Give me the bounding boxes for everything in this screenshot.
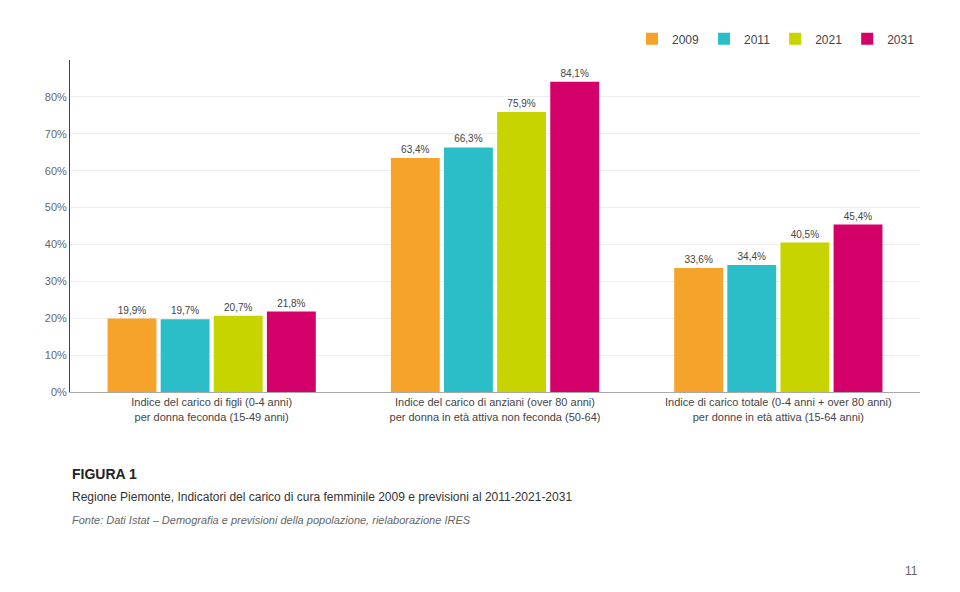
svg-text:34,4%: 34,4% — [738, 251, 766, 262]
svg-text:60%: 60% — [45, 165, 67, 177]
svg-text:84,1%: 84,1% — [560, 68, 588, 79]
svg-text:20%: 20% — [45, 312, 67, 324]
svg-text:FIGURA 1: FIGURA 1 — [72, 466, 137, 482]
svg-text:Fonte: Dati Istat – Demografia: Fonte: Dati Istat – Demografia e previsi… — [72, 514, 471, 526]
svg-text:0%: 0% — [51, 386, 67, 398]
svg-text:2009: 2009 — [672, 33, 699, 47]
svg-text:80%: 80% — [45, 91, 67, 103]
svg-text:19,7%: 19,7% — [171, 305, 199, 316]
svg-text:11: 11 — [905, 564, 918, 578]
svg-text:75,9%: 75,9% — [507, 98, 535, 109]
svg-text:Indice di carico totale (0-4 a: Indice di carico totale (0-4 anni + over… — [665, 396, 892, 422]
svg-text:Regione Piemonte, Indicatori d: Regione Piemonte, Indicatori del carico … — [72, 490, 572, 504]
svg-text:45,4%: 45,4% — [844, 211, 872, 222]
svg-text:21,8%: 21,8% — [277, 298, 305, 309]
svg-text:63,4%: 63,4% — [401, 144, 429, 155]
svg-text:2021: 2021 — [815, 33, 842, 47]
svg-text:Indice del carico di anziani (: Indice del carico di anziani (over 80 an… — [390, 396, 601, 422]
svg-text:33,6%: 33,6% — [684, 254, 712, 265]
svg-text:2011: 2011 — [744, 33, 770, 47]
svg-text:70%: 70% — [45, 128, 67, 140]
svg-text:2031: 2031 — [887, 33, 914, 47]
svg-text:66,3%: 66,3% — [454, 133, 482, 144]
svg-text:10%: 10% — [45, 349, 67, 361]
svg-text:40%: 40% — [45, 238, 67, 250]
svg-text:Indice del carico di figli (0-: Indice del carico di figli (0-4 anni)per… — [131, 396, 292, 422]
svg-text:19,9%: 19,9% — [118, 305, 146, 316]
svg-text:40,5%: 40,5% — [791, 229, 819, 240]
svg-text:30%: 30% — [45, 275, 67, 287]
svg-text:50%: 50% — [45, 201, 67, 213]
svg-text:20,7%: 20,7% — [224, 302, 252, 313]
